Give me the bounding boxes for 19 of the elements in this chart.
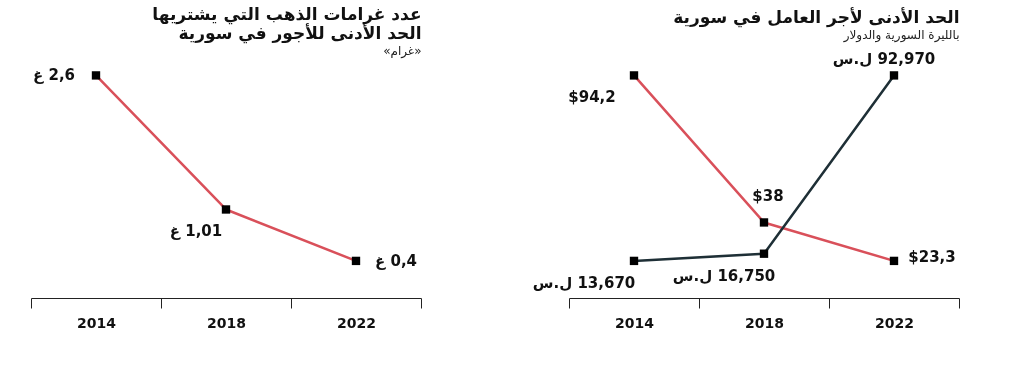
chart-subtitle: بالليرة السورية والدولار <box>842 28 960 44</box>
data-label: 0,4 غ <box>374 251 418 270</box>
chart-subtitle: «غرام» <box>383 44 422 59</box>
data-label: $94,2 <box>568 88 616 107</box>
x-tick-label: 2014 <box>77 314 117 331</box>
data-label: 92,970 ل.س <box>832 50 936 69</box>
data-label: 16,750 ل.س <box>672 266 776 285</box>
x-tick-label: 2022 <box>875 314 914 331</box>
data-label: 13,670 ل.س <box>532 273 636 292</box>
data-label: $23,3 <box>908 247 956 266</box>
x-tick-label: 2022 <box>337 314 376 331</box>
chart-title: عدد غرامات الذهب التي يشتريها الحد الأدنى للأجور في سورية <box>152 4 422 44</box>
x-tick-label: 2014 <box>615 314 655 331</box>
data-label: 1,01 غ <box>169 222 223 241</box>
x-tick-label: 2018 <box>745 314 784 331</box>
data-label: $38 <box>752 187 784 206</box>
x-tick-label: 2018 <box>207 314 246 331</box>
chart-title: الحد الأدنى لأجر العامل في سورية <box>673 7 960 29</box>
data-label: 2,6 غ <box>32 66 76 85</box>
